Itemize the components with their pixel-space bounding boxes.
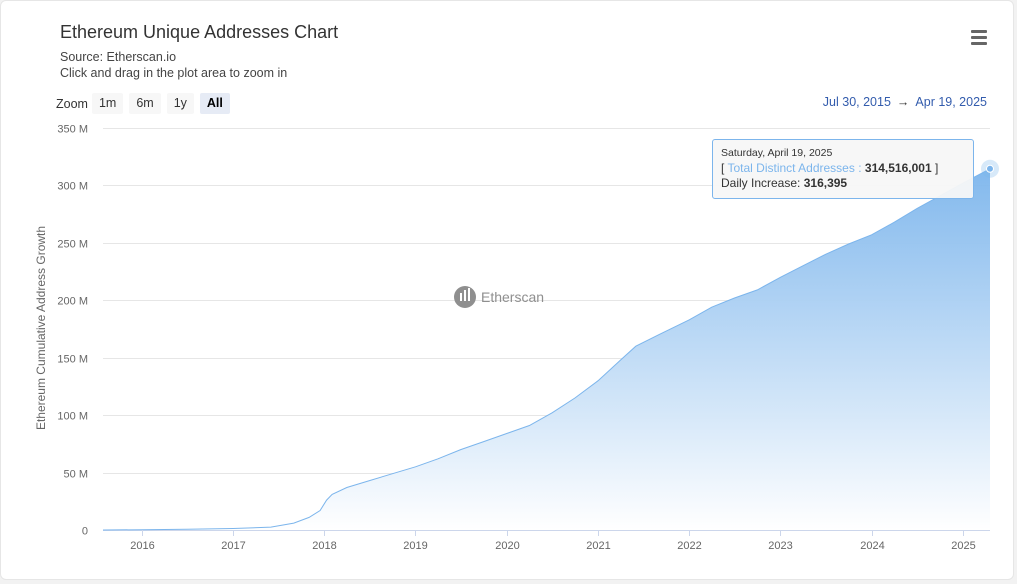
y-tick-label: 0 [82,526,88,538]
source-text: Source: Etherscan.io [60,50,177,64]
y-axis: 0 50 M 100 M 150 M 200 M 250 M 300 M 350 M [57,124,88,538]
x-tick-label: 2019 [403,540,427,552]
x-tick-label: 2016 [130,540,154,552]
x-tick-label: 2020 [495,540,519,552]
hamburger-menu-icon[interactable] [966,26,992,48]
tooltip-series-row: [ Total Distinct Addresses : 314,516,001… [721,161,965,176]
tooltip-colon: : [858,161,862,175]
series-line [102,168,991,531]
x-tick-label: 2023 [768,540,792,552]
hover-marker [981,159,999,178]
tooltip-series-label: Total Distinct Addresses [727,161,855,175]
tooltip-series-value: 314,516,001 [864,161,932,175]
y-tick-label: 50 M [64,469,88,481]
x-tick-label: 2017 [221,540,245,552]
zoom-1y-button[interactable]: 1y [166,93,194,114]
etherscan-watermark: Etherscan [454,286,544,308]
zoom-selector: Zoom 1m 6m 1y All [56,93,236,114]
x-tick-label: 2022 [677,540,701,552]
range-to[interactable]: Apr 19, 2025 [915,95,987,109]
tooltip-open-bracket: [ [721,161,725,175]
y-tick-label: 350 M [57,124,88,136]
zoom-label: Zoom [56,96,88,111]
y-tick-label: 150 M [57,354,88,366]
range-from[interactable]: Jul 30, 2015 [822,95,891,109]
chart-title: Ethereum Unique Addresses Chart [60,22,339,42]
zoom-all-button[interactable]: All [199,93,230,114]
zoom-hint: Click and drag in the plot area to zoom … [60,66,288,80]
x-tick-label: 2025 [951,540,975,552]
area-fill [103,168,990,531]
y-tick-label: 200 M [57,296,88,308]
tooltip-increase-label: Daily Increase: [721,176,801,190]
tooltip-date: Saturday, April 19, 2025 [721,147,833,159]
zoom-6m-button[interactable]: 6m [129,93,161,114]
watermark-text: Etherscan [481,289,544,305]
y-tick-label: 300 M [57,181,88,193]
x-tick-label: 2018 [312,540,336,552]
range-arrow: → [896,95,910,109]
y-tick-label: 100 M [57,411,88,423]
y-axis-title: Ethereum Cumulative Address Growth [34,226,48,430]
tooltip-increase-value: 316,395 [803,176,848,190]
zoom-1m-button[interactable]: 1m [91,93,124,114]
date-range: Jul 30, 2015 → Apr 19, 2025 [823,95,987,109]
hover-point [986,164,994,173]
tooltip: Saturday, April 19, 2025 [ Total Distinc… [712,139,974,199]
chart-subtitle: Source: Etherscan.io Click and drag in t… [60,49,287,81]
tooltip-close-bracket: ] [934,161,939,175]
tooltip-increase-row: Daily Increase: 316,395 [721,176,965,191]
x-axis: 2016 2017 2018 2019 2020 2021 2022 2023 2024 2025 [130,530,976,552]
x-tick-label: 2024 [860,540,884,552]
x-tick-label: 2021 [586,540,610,552]
y-tick-label: 250 M [57,239,88,251]
